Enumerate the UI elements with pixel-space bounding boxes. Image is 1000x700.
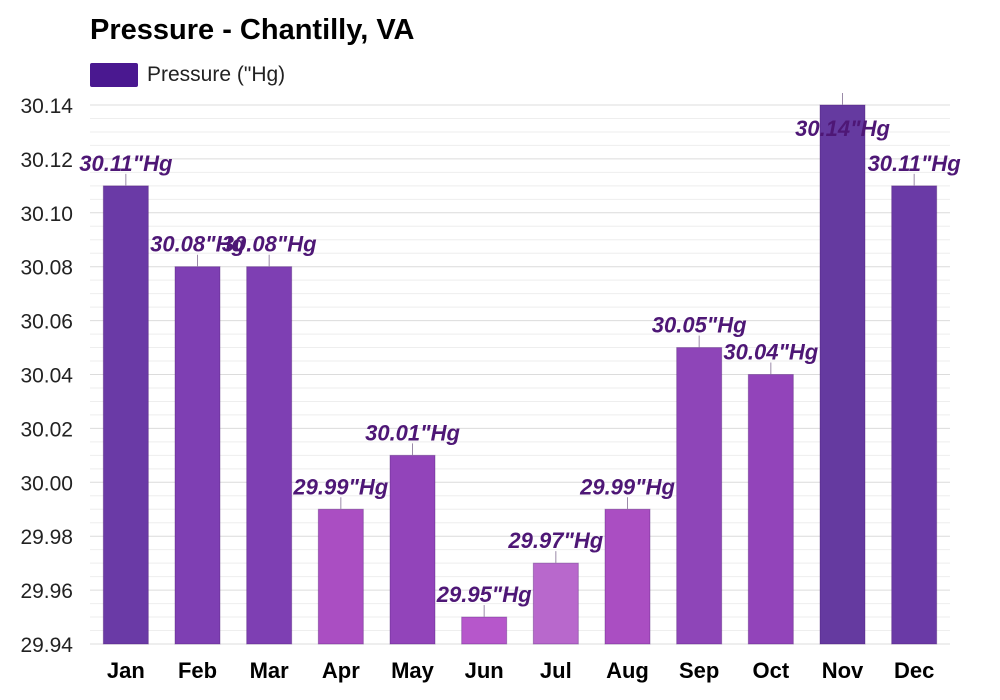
x-category-label: Feb xyxy=(178,658,217,683)
x-category-label: Oct xyxy=(752,658,789,683)
data-label-aug: 29.99"Hg xyxy=(579,474,675,499)
data-label-jun: 29.95"Hg xyxy=(436,582,532,607)
bar-apr[interactable] xyxy=(317,508,364,645)
bar-oct[interactable] xyxy=(747,374,794,645)
bars xyxy=(102,104,938,645)
y-axis-ticks: 30.14 30.12 30.10 30.08 30.06 30.04 30.02 30.00… xyxy=(20,95,73,657)
bar-sep[interactable] xyxy=(676,347,723,645)
y-tick-label: 30.02 xyxy=(20,418,73,441)
y-tick-label: 30.08 xyxy=(20,257,73,280)
data-label-jan: 30.11"Hg xyxy=(79,151,173,176)
x-category-label: Jul xyxy=(540,658,572,683)
x-category-label: Dec xyxy=(894,658,934,683)
y-tick-label: 29.96 xyxy=(20,580,73,603)
x-axis-categories: Jan Feb Mar Apr May Jun Jul Aug Sep Oct Nov Dec xyxy=(107,658,934,683)
bar-nov[interactable] xyxy=(819,104,866,645)
y-tick-label: 30.12 xyxy=(20,149,73,172)
chart-title: Pressure - Chantilly, VA xyxy=(90,14,415,46)
data-label-oct: 30.04"Hg xyxy=(723,340,818,365)
data-label-apr: 29.99"Hg xyxy=(292,474,388,499)
y-tick-label: 30.00 xyxy=(20,472,73,495)
data-label-mar: 30.08"Hg xyxy=(222,232,317,257)
data-label-jul: 29.97"Hg xyxy=(507,528,603,553)
legend[interactable]: Pressure ("Hg) xyxy=(90,62,285,88)
x-category-label: Jun xyxy=(465,658,504,683)
bar-jun[interactable] xyxy=(461,616,508,645)
y-tick-label: 29.98 xyxy=(20,526,73,549)
data-label-sep: 30.05"Hg xyxy=(652,313,747,338)
legend-swatch xyxy=(90,63,138,87)
x-category-label: Aug xyxy=(606,658,649,683)
x-category-label: Sep xyxy=(679,658,719,683)
bar-dec[interactable] xyxy=(891,185,938,645)
data-label-feb: 30.08"Hg xyxy=(150,232,245,257)
x-category-label: Nov xyxy=(822,658,864,683)
x-category-label: May xyxy=(391,658,435,683)
x-category-label: Jan xyxy=(107,658,145,683)
data-label-may: 30.01"Hg xyxy=(365,420,460,445)
bar-jul[interactable] xyxy=(532,562,579,645)
y-tick-label: 30.06 xyxy=(20,311,73,334)
bar-aug[interactable] xyxy=(604,508,651,645)
y-tick-label: 30.14 xyxy=(20,95,73,118)
x-category-label: Mar xyxy=(250,658,290,683)
bar-feb[interactable] xyxy=(174,266,221,645)
bar-may[interactable] xyxy=(389,454,436,645)
data-label-dec: 30.11"Hg xyxy=(868,151,962,176)
legend-label: Pressure ("Hg) xyxy=(147,63,286,86)
bar-jan[interactable] xyxy=(102,185,149,645)
data-label-nov: 30.14"Hg xyxy=(795,116,890,141)
bar-mar[interactable] xyxy=(246,266,293,645)
grid-lines xyxy=(90,104,950,645)
y-tick-label: 30.10 xyxy=(20,203,73,226)
y-tick-label: 30.04 xyxy=(20,365,73,388)
y-tick-label: 29.94 xyxy=(20,634,73,657)
x-category-label: Apr xyxy=(322,658,360,683)
